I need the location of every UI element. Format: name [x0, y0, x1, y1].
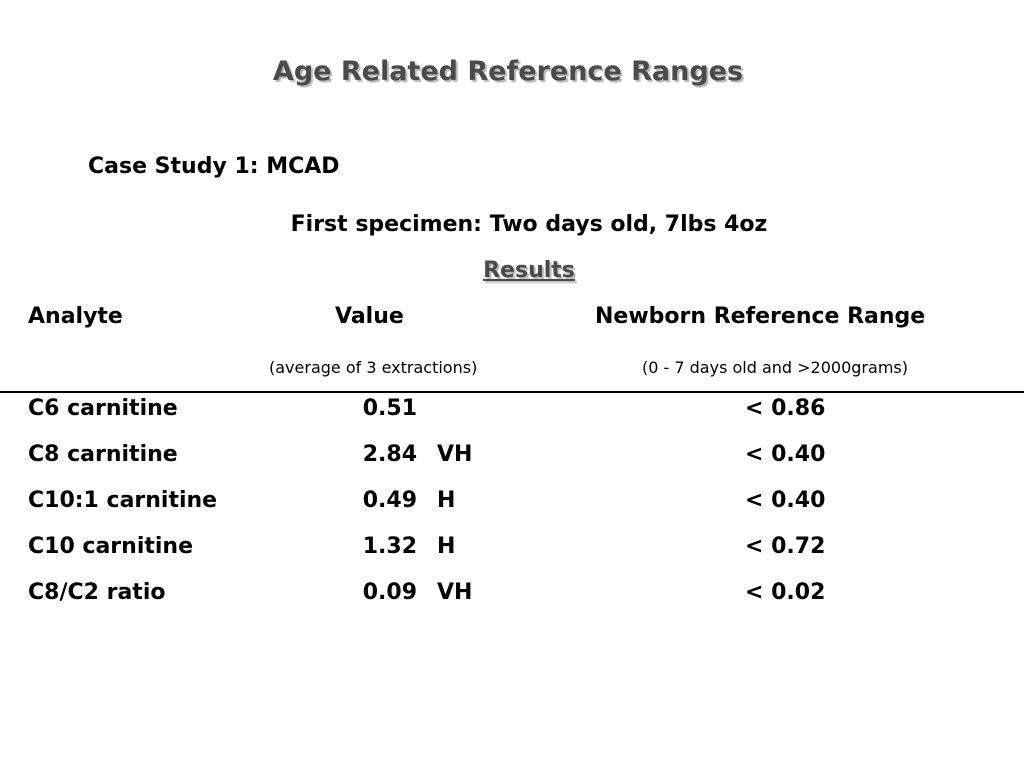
table-row: C10:1 carnitine 0.49 H < 0.40: [0, 488, 1024, 534]
table-row: C8 carnitine 2.84 VH < 0.40: [0, 442, 1024, 488]
analyte-flag: H: [437, 534, 456, 559]
specimen-description: First specimen: Two days old, 7lbs 4oz: [290, 212, 768, 237]
table-row: C8/C2 ratio 0.09 VH < 0.02: [0, 580, 1024, 626]
column-header-reference-range: Newborn Reference Range: [595, 304, 926, 329]
case-study-heading: Case Study 1: MCAD: [88, 154, 340, 179]
page-title: Age Related Reference Ranges: [272, 56, 744, 87]
analyte-value: 0.51: [362, 396, 417, 421]
analyte-reference-range: < 0.72: [745, 534, 826, 559]
table-row: C10 carnitine 1.32 H < 0.72: [0, 534, 1024, 580]
analyte-value: 2.84: [362, 442, 417, 467]
analyte-name: C8/C2 ratio: [28, 580, 166, 605]
analyte-reference-range: < 0.02: [745, 580, 826, 605]
analyte-name: C10 carnitine: [28, 534, 193, 559]
analyte-flag: VH: [437, 580, 473, 605]
results-table: C6 carnitine 0.51 < 0.86 C8 carnitine 2.…: [0, 396, 1024, 626]
column-header-value: Value: [335, 304, 404, 329]
analyte-value: 0.09: [362, 580, 417, 605]
analyte-reference-range: < 0.40: [745, 442, 826, 467]
results-heading: Results: [483, 258, 575, 283]
value-column-note: (average of 3 extractions): [269, 358, 478, 377]
analyte-name: C10:1 carnitine: [28, 488, 218, 513]
header-divider: [0, 391, 1024, 393]
range-column-note: (0 - 7 days old and >2000grams): [642, 358, 908, 377]
analyte-value: 1.32: [362, 534, 417, 559]
analyte-reference-range: < 0.40: [745, 488, 826, 513]
analyte-reference-range: < 0.86: [745, 396, 826, 421]
analyte-value: 0.49: [362, 488, 417, 513]
analyte-name: C6 carnitine: [28, 396, 178, 421]
table-row: C6 carnitine 0.51 < 0.86: [0, 396, 1024, 442]
analyte-flag: VH: [437, 442, 473, 467]
column-header-analyte: Analyte: [28, 304, 123, 329]
analyte-name: C8 carnitine: [28, 442, 178, 467]
analyte-flag: H: [437, 488, 456, 513]
